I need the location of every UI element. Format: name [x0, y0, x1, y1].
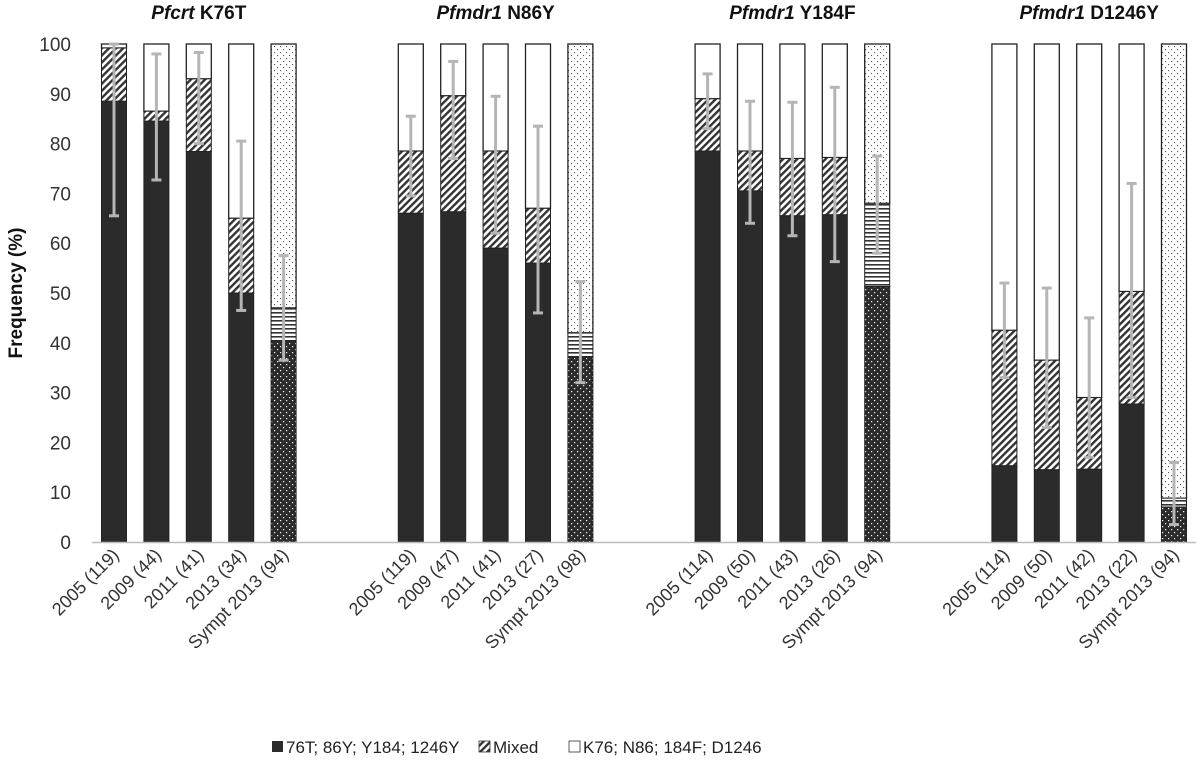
bar-segment-mutant [567, 356, 594, 543]
legend-swatch-mutant [272, 741, 283, 752]
legend-label-mutant: 76T; 86Y; Y184; 1246Y [286, 738, 459, 757]
legend-swatch-wildtype [568, 740, 581, 753]
panel-title-gene: Pfcrt [151, 3, 195, 24]
y-tick-label: 80 [50, 135, 71, 156]
y-tick-label: 50 [50, 284, 71, 305]
panel-title: Pfcrt K76T [151, 3, 246, 24]
panel-title-gene: Pfmdr1 [729, 3, 794, 24]
bar-segment-mutant [185, 151, 212, 543]
legend-label-wildtype: K76; N86; 184F; D1246 [583, 738, 762, 757]
bar-segment-mutant [1033, 469, 1060, 543]
y-tick-label: 70 [50, 184, 71, 205]
y-axis-label: Frequency (%) [6, 228, 27, 359]
bar-segment-mutant [1076, 468, 1103, 543]
bar-segment-mutant [864, 286, 891, 543]
bar-segment-mutant [270, 340, 297, 543]
bar-segment-mutant [143, 120, 170, 543]
bar-segment-mutant [1118, 403, 1145, 543]
y-tick-label: 100 [39, 35, 71, 56]
legend: 76T; 86Y; Y184; 1246Y Mixed K76; N86; 18… [272, 738, 762, 757]
legend-label-mixed: Mixed [493, 738, 538, 757]
bar-segment-mutant [694, 150, 721, 543]
panel-title-gene: Pfmdr1 [1019, 3, 1084, 24]
panel-title-mutation: N86Y [502, 3, 555, 24]
y-tick-label: 10 [50, 483, 71, 504]
panel-title: Pfmdr1 D1246Y [1019, 3, 1159, 24]
bar-segment-mutant [228, 292, 255, 543]
bar-segment-mutant [779, 215, 806, 543]
y-tick-label: 30 [50, 384, 71, 405]
bar-segment-mutant [737, 190, 763, 543]
legend-swatch-mixed [478, 740, 491, 753]
bar-segment-wildtype [1160, 43, 1188, 499]
panel-title-mutation: Y184F [795, 3, 856, 24]
y-tick-label: 40 [50, 334, 71, 355]
bar-segment-mutant [440, 211, 467, 543]
panel-title: Pfmdr1 Y184F [729, 3, 855, 24]
panel-title-mutation: K76T [195, 3, 247, 24]
panel-title-gene: Pfmdr1 [436, 3, 501, 24]
panel-title-mutation: D1246Y [1085, 3, 1159, 24]
panel-title: Pfmdr1 N86Y [436, 3, 555, 24]
y-tick-label: 0 [60, 533, 71, 554]
bar-segment-mutant [821, 214, 848, 543]
y-tick-label: 60 [50, 234, 71, 255]
y-tick-label: 20 [50, 433, 71, 454]
bar-segment-mutant [482, 247, 509, 543]
bar-segment-mutant [397, 212, 424, 543]
bar-segment-mutant [991, 465, 1018, 543]
y-tick-label: 90 [50, 85, 71, 106]
